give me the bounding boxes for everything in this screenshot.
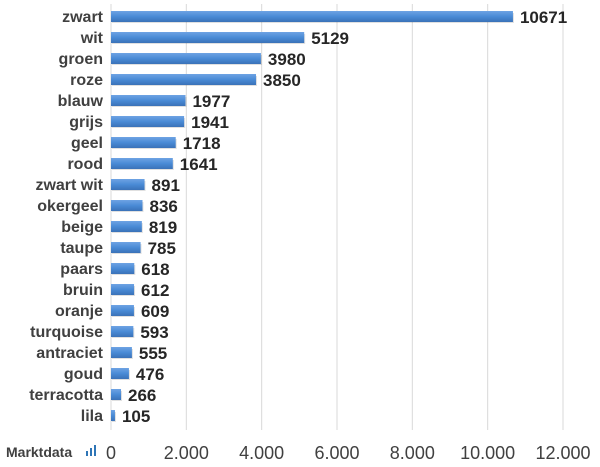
bar bbox=[111, 74, 257, 85]
data-label: 819 bbox=[149, 218, 177, 237]
data-label: 609 bbox=[141, 302, 169, 321]
data-label: 555 bbox=[139, 344, 167, 363]
category-label: groen bbox=[59, 51, 103, 68]
brand-name: Marktdata bbox=[6, 444, 72, 460]
data-label: 3850 bbox=[263, 71, 301, 90]
category-label: bruin bbox=[63, 282, 103, 299]
bar bbox=[111, 11, 513, 22]
category-label: oranje bbox=[55, 303, 103, 320]
category-label: taupe bbox=[60, 240, 103, 257]
category-label: okergeel bbox=[37, 198, 103, 215]
bar bbox=[111, 410, 115, 421]
x-tick-label: 10.000 bbox=[460, 443, 515, 463]
brand-logo: Marktdata bbox=[6, 444, 96, 460]
bar bbox=[111, 200, 143, 211]
x-tick-label: 0 bbox=[106, 443, 116, 463]
category-label: grijs bbox=[69, 114, 103, 131]
x-tick-label: 6.000 bbox=[314, 443, 359, 463]
category-label: zwart bbox=[62, 9, 104, 26]
data-label: 618 bbox=[141, 260, 169, 279]
category-label: wit bbox=[80, 30, 104, 47]
data-label: 612 bbox=[141, 281, 169, 300]
category-label: lila bbox=[81, 408, 103, 425]
category-label: paars bbox=[60, 261, 103, 278]
bar bbox=[111, 305, 134, 316]
bar bbox=[111, 32, 305, 43]
category-label: geel bbox=[71, 135, 103, 152]
data-label: 1641 bbox=[180, 155, 218, 174]
bar bbox=[111, 326, 134, 337]
data-label: 836 bbox=[149, 197, 177, 216]
bar bbox=[111, 242, 141, 253]
bar bbox=[111, 347, 132, 358]
category-label: rood bbox=[67, 156, 103, 173]
x-tick-label: 4.000 bbox=[239, 443, 284, 463]
data-label: 476 bbox=[136, 365, 164, 384]
x-tick-label: 12.000 bbox=[535, 443, 590, 463]
category-label: antraciet bbox=[36, 345, 103, 362]
bar bbox=[111, 284, 135, 295]
bar bbox=[111, 116, 185, 127]
brand-bar bbox=[90, 448, 92, 456]
data-label: 3980 bbox=[268, 50, 306, 69]
brand-bar bbox=[94, 445, 96, 456]
category-label: beige bbox=[61, 219, 103, 236]
bar bbox=[111, 368, 129, 379]
x-tick-label: 8.000 bbox=[390, 443, 435, 463]
x-tick-label: 2.000 bbox=[164, 443, 209, 463]
bar bbox=[111, 137, 176, 148]
bar bbox=[111, 263, 135, 274]
category-label: terracotta bbox=[29, 387, 103, 404]
bar bbox=[111, 95, 186, 106]
brand-bars-icon bbox=[86, 445, 96, 456]
data-label: 1941 bbox=[191, 113, 229, 132]
category-label: zwart wit bbox=[35, 177, 103, 194]
bar bbox=[111, 221, 142, 232]
bar bbox=[111, 179, 145, 190]
bar bbox=[111, 158, 173, 169]
data-label: 266 bbox=[128, 386, 156, 405]
data-label: 891 bbox=[152, 176, 180, 195]
data-label: 105 bbox=[122, 407, 150, 426]
brand-bar bbox=[86, 451, 88, 456]
category-label: turquoise bbox=[30, 324, 103, 341]
bar bbox=[111, 53, 261, 64]
category-label: blauw bbox=[58, 93, 104, 110]
data-label: 5129 bbox=[311, 29, 349, 48]
data-label: 10671 bbox=[520, 8, 567, 27]
bar bbox=[111, 389, 122, 400]
data-label: 785 bbox=[148, 239, 176, 258]
data-label: 1977 bbox=[192, 92, 230, 111]
data-label: 593 bbox=[140, 323, 168, 342]
data-label: 1718 bbox=[183, 134, 221, 153]
category-label: roze bbox=[70, 72, 103, 89]
category-label: goud bbox=[64, 366, 103, 383]
